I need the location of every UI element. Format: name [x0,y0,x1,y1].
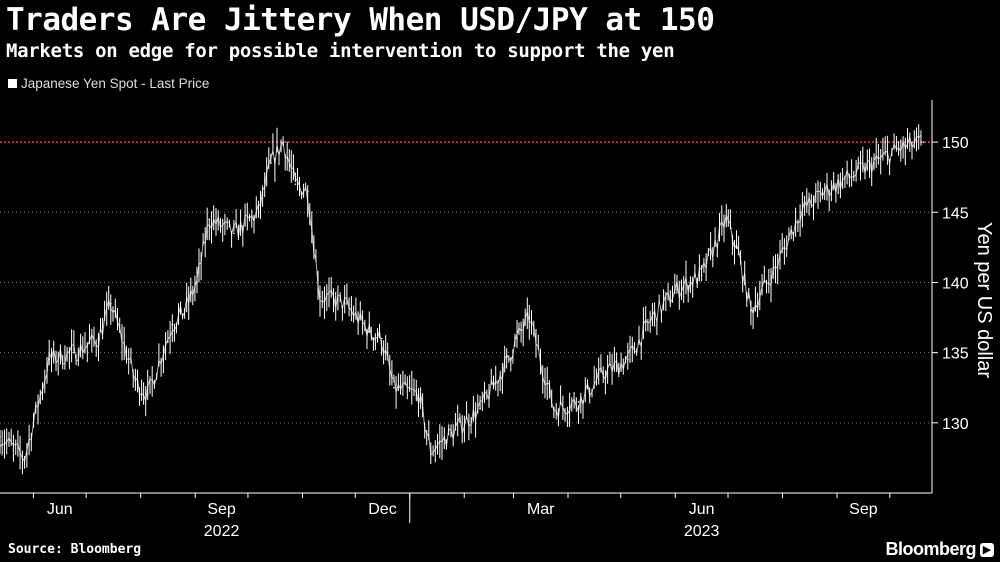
data-point [553,407,555,410]
data-point [208,218,211,221]
data-point [922,141,925,143]
data-point [873,162,875,164]
data-point [23,457,26,459]
data-point [725,218,728,221]
data-point [48,358,51,361]
legend-label: Japanese Yen Spot - Last Price [21,76,210,91]
axis-layer: 130 135 140 145 150 Yen per US dollar Jun Sep De… [0,100,995,540]
data-point [0,436,1,438]
data-point [306,190,309,193]
data-point [183,309,186,312]
data-point [651,316,654,319]
year-label: 2023 [684,523,720,540]
y-tick-label: 135 [942,346,969,363]
series-layer [0,124,925,475]
data-point [393,386,395,389]
data-point [380,337,383,340]
data-point [700,274,703,277]
data-point [823,190,826,193]
data-point [134,379,137,382]
data-point [196,281,198,284]
data-point [109,302,112,305]
data-point [528,316,531,319]
x-tick-label: Mar [527,501,555,518]
brand-logo: Bloomberg [885,539,976,559]
data-point [97,337,100,340]
data-point [577,400,580,403]
y-tick-label: 150 [942,135,969,152]
data-point [848,176,851,178]
series-line-usdjpy [0,134,922,463]
x-tick-label: Jun [47,501,73,518]
grid-layer [0,141,932,424]
data-point [282,141,284,143]
y-tick-label: 140 [942,275,969,292]
legend-swatch [8,79,17,88]
data-point [750,309,752,312]
page-title: Traders Are Jittery When USD/JPY at 150 [6,2,715,38]
data-point [257,211,260,214]
data-point [171,323,174,326]
data-point [73,351,75,354]
data-point [294,183,297,186]
data-point [737,253,740,256]
y-tick-label: 145 [942,205,969,222]
x-tick-label: Sep [207,501,236,518]
y-axis-label: Yen per US dollar [973,222,995,378]
data-point [430,450,432,452]
data-point [233,232,235,235]
data-point [602,372,604,375]
data-point [799,211,801,214]
data-point [479,407,481,410]
chart-legend: Japanese Yen Spot - Last Price [8,76,209,91]
data-point [774,267,777,270]
data-point [897,148,900,150]
x-tick-label: Sep [849,501,878,518]
x-tick-label: Jun [689,501,715,518]
data-point [676,288,678,291]
year-label: 2022 [204,523,240,540]
data-point [319,295,321,298]
data-point [270,162,272,164]
data-point [368,330,371,333]
data-point [516,337,518,340]
data-point [146,393,149,396]
source-note: Source: Bloomberg [8,542,142,557]
play-icon: ▶ [980,543,994,557]
data-point [417,393,420,396]
data-point [503,365,506,368]
data-point [343,302,346,305]
data-point [454,429,457,431]
y-tick-label: 130 [942,416,969,433]
page-subtitle: Markets on edge for possible interventio… [6,40,675,62]
x-tick-label: Dec [368,501,396,518]
data-point [626,358,629,361]
